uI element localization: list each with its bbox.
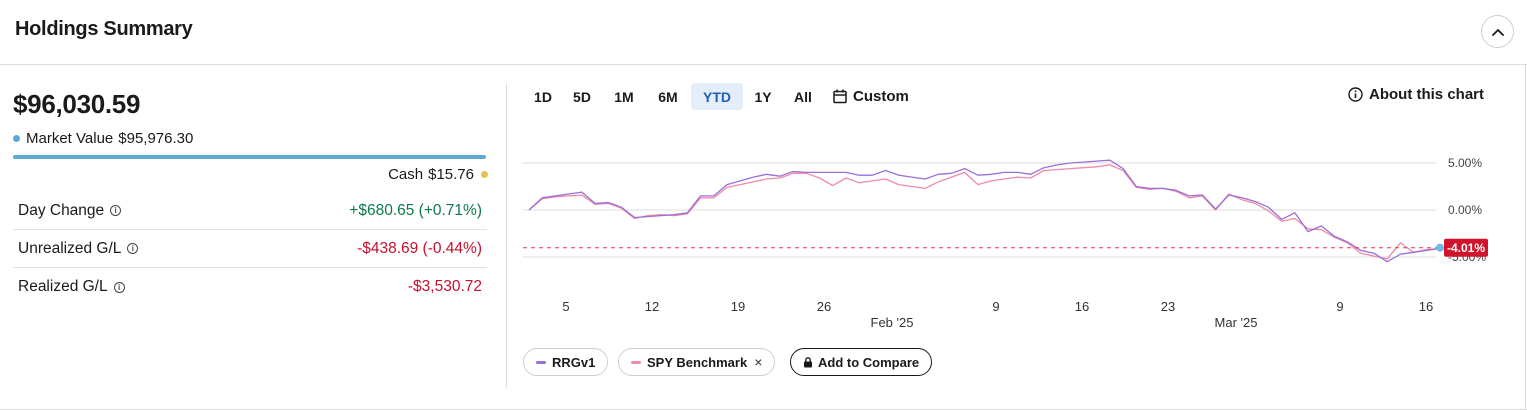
chip-spy-label: SPY Benchmark xyxy=(647,354,748,370)
cash-label: Cash xyxy=(388,166,424,183)
y-tick-label: 0.00% xyxy=(1448,203,1482,217)
cash-amount: $15.76 xyxy=(428,166,474,183)
realized-gl-label: Realized G/L xyxy=(18,278,108,295)
rrgv1-swatch-icon xyxy=(536,360,546,364)
tab-all[interactable]: All xyxy=(794,88,812,105)
panel-edge xyxy=(1525,65,1526,410)
range-tabs: 1D 5D 1M 6M YTD 1Y All Custom xyxy=(525,83,909,110)
series-line-spy-benchmark xyxy=(528,164,1441,260)
unrealized-gl-value: -$438.69 (-0.44%) xyxy=(357,239,482,257)
x-month-label: Mar '25 xyxy=(1215,315,1258,330)
x-tick-label: 12 xyxy=(645,299,659,314)
chip-rrgv1[interactable]: RRGv1 xyxy=(523,348,609,376)
tab-6m[interactable]: 6M xyxy=(658,88,678,105)
remove-spy-icon[interactable]: × xyxy=(754,354,763,370)
column-divider xyxy=(506,83,507,388)
unrealized-gl-label: Unrealized G/L xyxy=(18,239,122,257)
tab-5d[interactable]: 5D xyxy=(573,88,591,105)
x-tick-label: 26 xyxy=(817,299,831,314)
x-tick-label: 9 xyxy=(992,299,999,314)
x-tick-label: 5 xyxy=(562,299,569,314)
x-tick-label: 19 xyxy=(731,299,745,314)
panel-title: Holdings Summary xyxy=(15,18,193,40)
tab-ytd[interactable]: YTD xyxy=(691,83,743,110)
lock-icon xyxy=(804,356,812,367)
current-value-marker xyxy=(1436,243,1444,252)
day-change-row: Day Change i +$680.65 (+0.71%) xyxy=(13,192,487,230)
y-tick-label: 5.00% xyxy=(1448,156,1482,170)
realized-gl-value: -$3,530.72 xyxy=(407,278,482,295)
cash-row: Cash $15.76 xyxy=(388,166,488,183)
market-value-amount: $95,976.30 xyxy=(118,130,194,147)
collapse-button[interactable] xyxy=(1481,15,1514,48)
current-value-badge xyxy=(1444,238,1488,257)
series-line-rrgv1 xyxy=(528,159,1441,263)
day-change-value: +$680.65 (+0.71%) xyxy=(349,201,482,219)
custom-label: Custom xyxy=(853,88,909,105)
realized-gl-row: Realized G/L i -$3,530.72 xyxy=(13,268,487,306)
x-tick-label: 9 xyxy=(1336,299,1343,314)
add-to-compare-button[interactable]: Add to Compare xyxy=(790,348,933,376)
chip-rrgv1-label: RRGv1 xyxy=(552,354,596,370)
tab-1d[interactable]: 1D xyxy=(534,88,552,105)
x-tick-label: 16 xyxy=(1419,299,1433,314)
tab-1y[interactable]: 1Y xyxy=(754,88,772,105)
add-to-compare-label: Add to Compare xyxy=(818,354,920,370)
market-value-dot-icon xyxy=(13,135,20,142)
market-value-label: Market Value xyxy=(26,130,114,147)
custom-range-button[interactable]: Custom xyxy=(833,88,909,105)
info-icon[interactable]: i xyxy=(127,243,139,254)
unrealized-gl-row: Unrealized G/L i -$438.69 (-0.44%) xyxy=(13,230,487,268)
current-value-badge-label: -4.01% xyxy=(1447,241,1485,255)
x-tick-label: 23 xyxy=(1161,299,1175,314)
about-chart-button[interactable]: About this chart xyxy=(1348,86,1484,103)
chip-spy-benchmark[interactable]: SPY Benchmark × xyxy=(618,348,776,376)
market-value-row: Market Value $95,976.30 xyxy=(13,130,193,147)
chevron-up-icon xyxy=(1491,28,1504,36)
cash-dot-icon xyxy=(481,171,488,178)
info-icon[interactable]: i xyxy=(113,281,125,293)
x-month-label: Feb '25 xyxy=(871,315,914,330)
info-icon[interactable]: i xyxy=(110,205,122,216)
total-value: $96,030.59 xyxy=(13,89,141,119)
about-chart-label: About this chart xyxy=(1369,86,1484,103)
panel-header: Holdings Summary xyxy=(0,0,1527,65)
day-change-label: Day Change xyxy=(18,201,105,219)
y-tick-label: -5.00% xyxy=(1448,250,1486,264)
x-tick-label: 16 xyxy=(1075,299,1089,314)
spy-swatch-icon xyxy=(631,360,641,364)
info-circle-icon xyxy=(1348,87,1363,102)
allocation-bar xyxy=(13,155,486,159)
calendar-icon xyxy=(833,89,847,104)
tab-1m[interactable]: 1M xyxy=(614,88,634,105)
